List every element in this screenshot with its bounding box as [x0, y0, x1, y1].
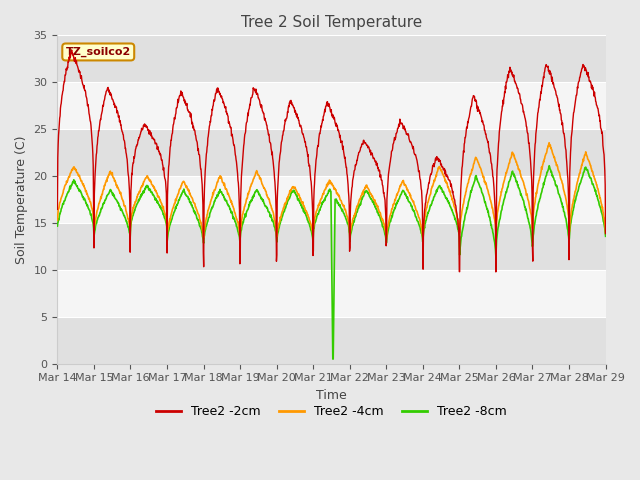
Bar	[58, 317, 605, 364]
Y-axis label: Soil Temperature (C): Soil Temperature (C)	[15, 135, 28, 264]
Bar	[58, 223, 605, 270]
Bar	[58, 36, 605, 82]
Bar	[58, 129, 605, 176]
Bar	[58, 82, 605, 129]
Bar	[58, 270, 605, 317]
Title: Tree 2 Soil Temperature: Tree 2 Soil Temperature	[241, 15, 422, 30]
Text: TZ_soilco2: TZ_soilco2	[66, 47, 131, 57]
Bar	[58, 176, 605, 223]
X-axis label: Time: Time	[316, 389, 347, 402]
Legend: Tree2 -2cm, Tree2 -4cm, Tree2 -8cm: Tree2 -2cm, Tree2 -4cm, Tree2 -8cm	[151, 400, 512, 423]
